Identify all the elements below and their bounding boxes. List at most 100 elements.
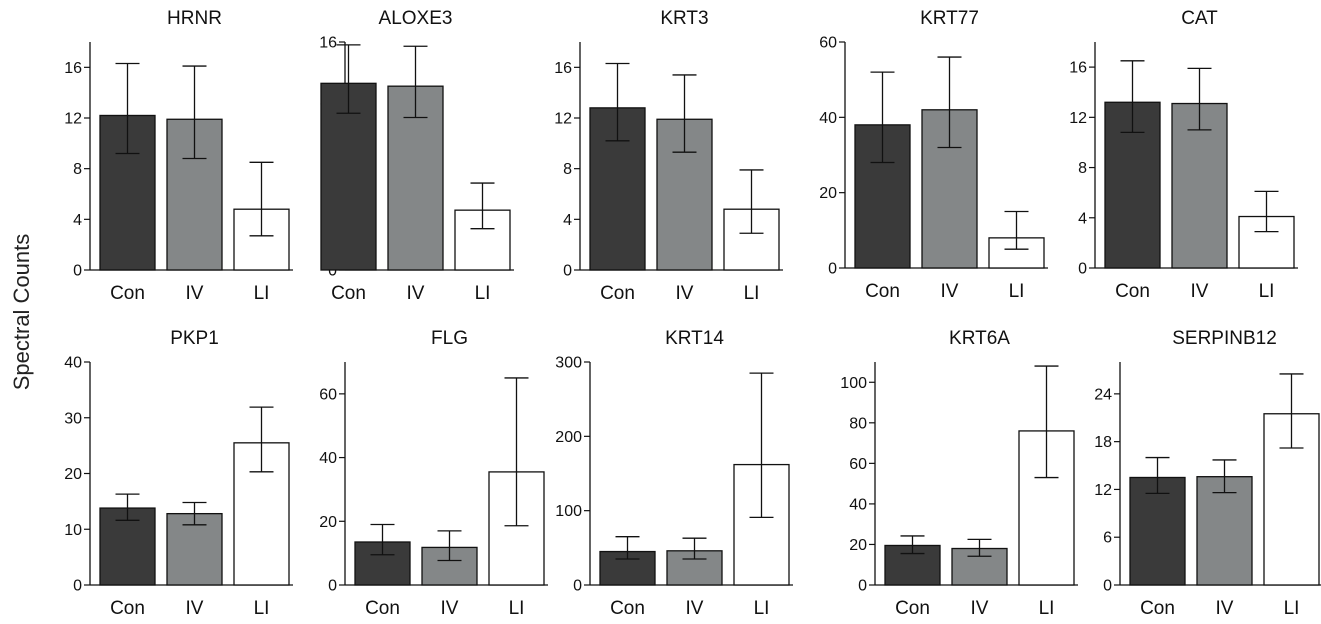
y-tick-label: 40 [319, 450, 337, 467]
category-label-iv: IV [407, 283, 425, 304]
y-tick-label: 18 [1094, 434, 1112, 451]
category-label-iv: IV [186, 598, 204, 619]
y-tick-label: 20 [849, 537, 867, 554]
bar-li [733, 463, 790, 586]
panel-flg: FLG 0 20 40 60 Con IV LI [319, 328, 548, 619]
category-label-con: Con [610, 598, 645, 619]
y-tick-label: 20 [319, 514, 337, 531]
y-tick-label: 40 [849, 496, 867, 513]
y-tick-label: 16 [64, 60, 82, 77]
y-tick-label: 100 [555, 503, 582, 520]
panel-cat: CAT 0 4 8 12 16 Con IV LI [1069, 8, 1298, 302]
y-tick-label: 200 [555, 429, 582, 446]
y-tick-label: 0 [1078, 261, 1087, 278]
y-tick-label: 16 [554, 60, 572, 77]
category-label-iv: IV [441, 598, 459, 619]
panel-hrnr: HRNR 0 4 8 12 16 Con IV LI [64, 8, 293, 304]
y-tick-label: 16 [319, 35, 337, 52]
y-tick-label: 40 [64, 355, 82, 372]
category-label-con: Con [1115, 281, 1150, 302]
bar-con [354, 541, 411, 586]
y-tick-label: 4 [1078, 210, 1087, 227]
y-tick-label: 80 [849, 415, 867, 432]
y-tick-label: 8 [1078, 160, 1087, 177]
y-tick-label: 12 [1094, 482, 1112, 499]
category-label-con: Con [110, 598, 145, 619]
panel-krt3: KRT3 0 4 8 12 16 Con IV LI [554, 8, 783, 304]
y-tick-label: 10 [64, 522, 82, 539]
y-tick-label: 60 [849, 456, 867, 473]
panel-pkp1: PKP1 0 10 20 30 40 Con IV LI [64, 328, 293, 619]
panel-title: ALOXE3 [379, 8, 453, 29]
y-tick-label: 12 [64, 111, 82, 128]
panel-serpinb12: SERPINB12 0 6 12 18 24 Con IV LI [1094, 328, 1321, 619]
y-tick-label: 0 [328, 578, 337, 595]
y-tick-label: 12 [1069, 110, 1087, 127]
category-label-con: Con [365, 598, 400, 619]
y-tick-label: 12 [554, 111, 572, 128]
bar-con [1129, 476, 1186, 586]
panel-title: CAT [1181, 8, 1218, 29]
y-tick-label: 300 [555, 355, 582, 372]
category-label-con: Con [865, 281, 900, 302]
bar-con [320, 82, 377, 271]
panel-krt6a: KRT6A 0 20 40 60 80 100 Con IV LI [840, 328, 1078, 619]
y-tick-label: 30 [64, 410, 82, 427]
panel-aloxe3: ALOXE30481216ConIVLI [319, 8, 514, 304]
y-tick-label: 0 [858, 578, 867, 595]
panel-krt77: KRT77 0 20 40 60 Con IV LI [819, 8, 1048, 302]
category-label-li: LI [1039, 598, 1055, 619]
category-label-iv: IV [971, 598, 989, 619]
category-label-con: Con [895, 598, 930, 619]
y-tick-label: 60 [819, 35, 837, 52]
bar-iv [951, 547, 1008, 586]
y-tick-label: 8 [563, 161, 572, 178]
y-tick-label: 0 [73, 578, 82, 595]
category-label-con: Con [1140, 598, 1175, 619]
y-tick-label: 0 [73, 263, 82, 280]
panel-title: KRT77 [920, 8, 979, 29]
y-tick-label: 0 [828, 261, 837, 278]
panel-title: PKP1 [170, 328, 219, 349]
bar-iv [166, 512, 223, 586]
category-label-iv: IV [1191, 281, 1209, 302]
y-tick-label: 60 [319, 386, 337, 403]
category-label-li: LI [754, 598, 770, 619]
panel-krt14: KRT14 0 100 200 300 Con IV LI [555, 328, 793, 619]
panel-title: HRNR [167, 8, 222, 29]
category-label-iv: IV [1216, 598, 1234, 619]
bar-iv [1171, 102, 1228, 269]
y-tick-label: 0 [573, 578, 582, 595]
category-label-li: LI [254, 598, 270, 619]
category-label-li: LI [744, 283, 760, 304]
y-tick-label: 40 [819, 110, 837, 127]
panel-title: SERPINB12 [1172, 328, 1277, 349]
y-tick-label: 4 [73, 212, 82, 229]
y-tick-label: 8 [73, 161, 82, 178]
panel-title: KRT3 [660, 8, 708, 29]
category-label-iv: IV [676, 283, 694, 304]
category-label-li: LI [1259, 281, 1275, 302]
category-label-li: LI [475, 283, 491, 304]
panel-title: KRT14 [665, 328, 724, 349]
category-label-li: LI [1284, 598, 1300, 619]
y-tick-label: 4 [563, 212, 572, 229]
panel-title: FLG [431, 328, 468, 349]
category-label-iv: IV [686, 598, 704, 619]
panel-title: KRT6A [949, 328, 1010, 349]
category-label-li: LI [1009, 281, 1025, 302]
category-label-con: Con [600, 283, 635, 304]
category-label-li: LI [509, 598, 525, 619]
y-tick-label: 0 [563, 263, 572, 280]
y-tick-label: 0 [328, 263, 337, 280]
y-tick-label: 24 [1094, 386, 1112, 403]
category-label-con: Con [110, 283, 145, 304]
y-tick-label: 6 [1103, 530, 1112, 547]
category-label-con: Con [331, 283, 366, 304]
category-label-li: LI [254, 283, 270, 304]
category-label-iv: IV [186, 283, 204, 304]
y-tick-label: 0 [1103, 578, 1112, 595]
y-tick-label: 20 [64, 466, 82, 483]
